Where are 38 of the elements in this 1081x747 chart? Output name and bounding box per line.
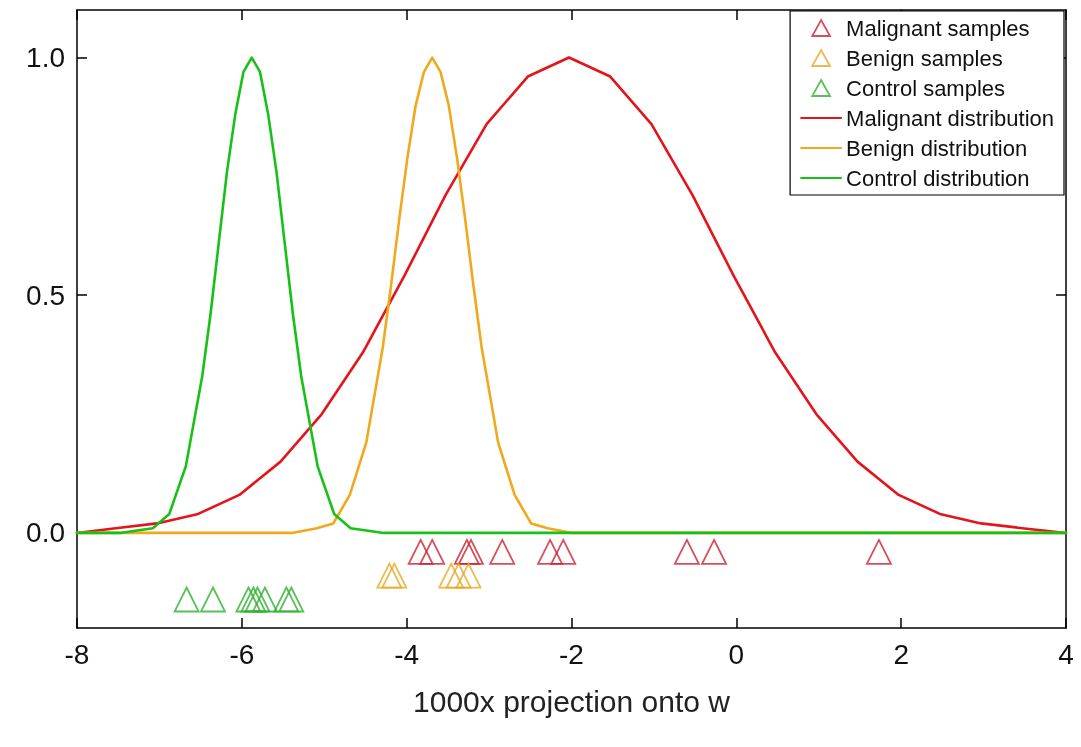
point <box>866 539 892 565</box>
x-tick-label: 0 <box>728 638 745 670</box>
point <box>273 586 300 613</box>
y-tick-label: 1.0 <box>26 42 65 74</box>
legend-label: Benign samples <box>846 45 1003 71</box>
legend-label: Control samples <box>846 75 1006 101</box>
point <box>173 586 200 613</box>
x-tick-label: 2 <box>893 638 909 670</box>
point <box>252 586 278 613</box>
point <box>419 539 446 565</box>
point <box>278 586 305 613</box>
legend-label: Control distribution <box>846 165 1030 191</box>
point <box>537 539 563 565</box>
x-tick-label: -6 <box>229 638 255 670</box>
point <box>438 562 465 589</box>
point <box>550 539 577 565</box>
point <box>407 539 434 565</box>
point <box>453 539 480 565</box>
legend-label: Malignant distribution <box>846 105 1055 131</box>
x-tick-label: -8 <box>64 638 90 670</box>
point <box>455 562 482 589</box>
point <box>376 562 403 589</box>
point <box>445 562 472 589</box>
y-tick-label: 0.5 <box>26 279 65 311</box>
point <box>235 586 262 613</box>
x-tick-label: -4 <box>394 638 420 670</box>
point <box>200 586 226 613</box>
point <box>489 539 516 565</box>
x-tick-label: -2 <box>559 638 584 670</box>
x-axis-title: 1000x projection onto w <box>413 684 731 718</box>
point <box>381 562 408 589</box>
x-tick-label: 4 <box>1058 638 1074 670</box>
legend-label: Malignant samples <box>846 15 1030 41</box>
point <box>701 539 727 565</box>
point <box>673 539 700 565</box>
legend-label: Benign distribution <box>846 135 1028 161</box>
point <box>458 539 484 565</box>
y-tick-label: 0.0 <box>26 517 65 549</box>
